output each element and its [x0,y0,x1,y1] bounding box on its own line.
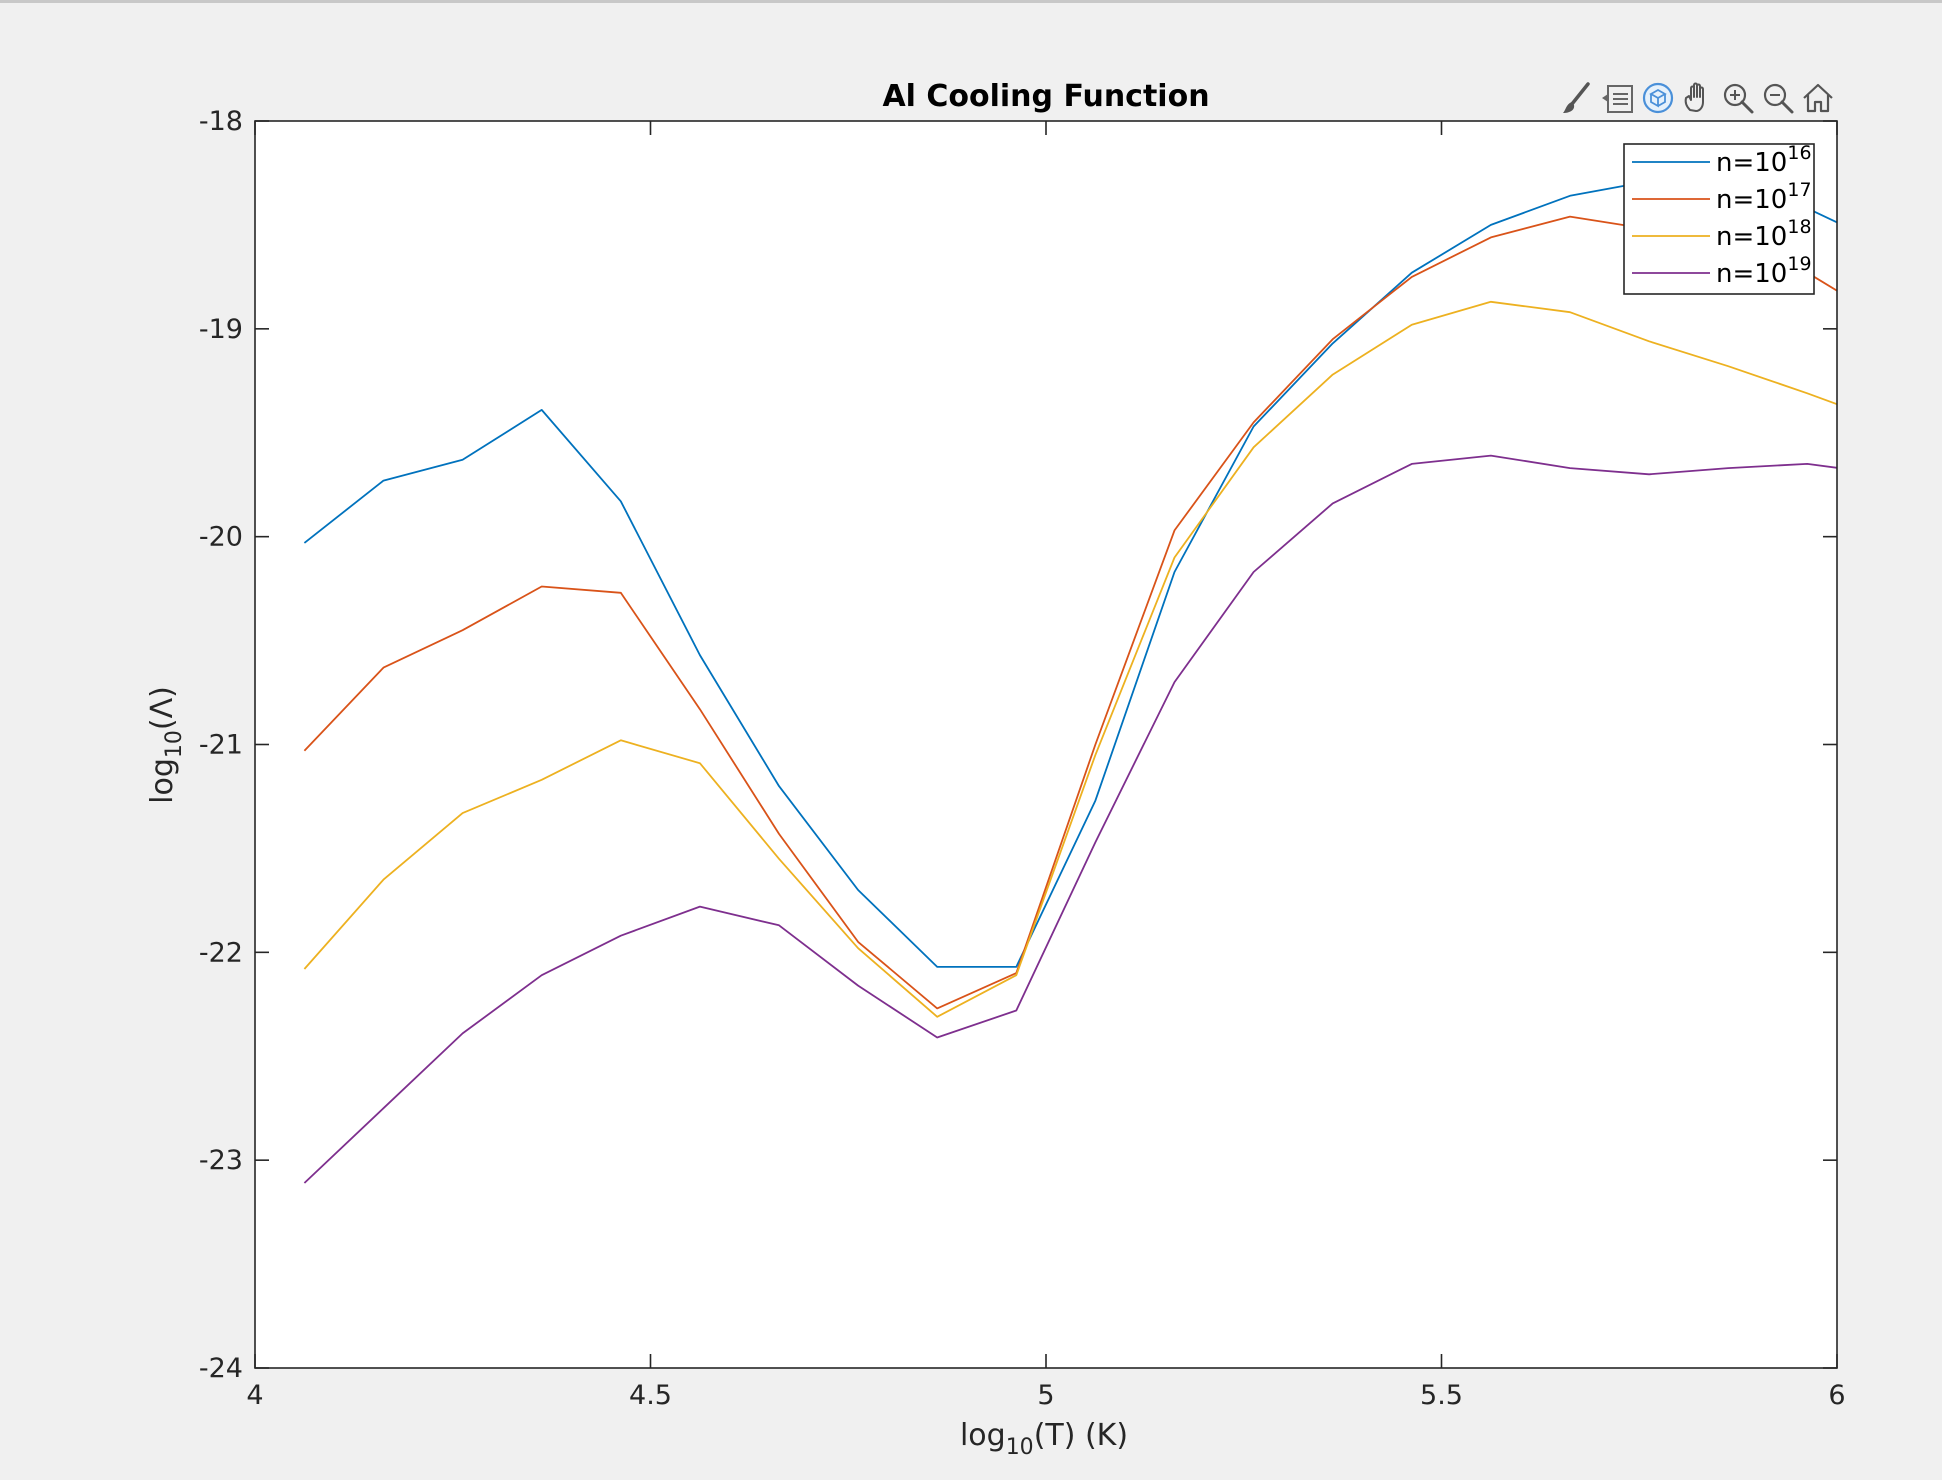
y-tick-label: -21 [199,730,243,761]
series-line-16 [303,174,1837,968]
legend-entry-19: n=1019 [1632,253,1812,289]
brush-icon[interactable] [1560,80,1596,116]
x-tick-label: 4 [246,1380,263,1411]
y-tick-label: -18 [199,106,243,137]
chart-title: Al Cooling Function [882,79,1209,114]
y-tick-label: -20 [199,522,243,553]
legend-toggle-icon[interactable] [1600,80,1636,116]
x-tick-label: 5 [1037,1380,1054,1411]
legend-entry-16: n=1016 [1632,142,1812,178]
window-top-border [0,0,1942,3]
legend-label: n=1017 [1716,179,1812,215]
x-axis-label: log10(T) (K) [960,1418,1128,1460]
x-tick-label: 5.5 [1420,1380,1463,1411]
legend-label: n=1018 [1716,216,1812,252]
y-tick-label: -23 [199,1145,243,1176]
y-tick-label: -22 [199,937,243,968]
legend-label: n=1016 [1716,142,1812,178]
pan-hand-icon[interactable] [1680,80,1716,116]
legend-label: n=1019 [1716,253,1812,289]
series-line-17 [303,215,1837,1010]
y-tick-label: -19 [199,314,243,345]
legend-entry-18: n=1018 [1632,216,1812,252]
x-tick-label: 4.5 [629,1380,672,1411]
zoom-in-icon[interactable] [1720,80,1756,116]
series-line-19 [303,454,1837,1184]
legend-box [1623,143,1815,295]
plot-area [255,121,1837,1368]
ticks-group: 4 4.5 5 5.5 6 -24 -23 -22 -21 -20 -19 -18 [199,106,1846,1411]
series-line-18 [303,300,1837,1018]
legend-entry-17: n=1017 [1632,179,1812,215]
y-tick-label: -24 [199,1353,243,1384]
rotate-3d-icon[interactable] [1640,80,1676,116]
zoom-out-icon[interactable] [1760,80,1796,116]
home-icon[interactable] [1800,80,1836,116]
axes-toolbar [1560,80,1836,116]
x-tick-label: 6 [1828,1380,1845,1411]
y-axis-label: log10(Λ) [145,686,187,804]
series-group [303,174,1837,1184]
